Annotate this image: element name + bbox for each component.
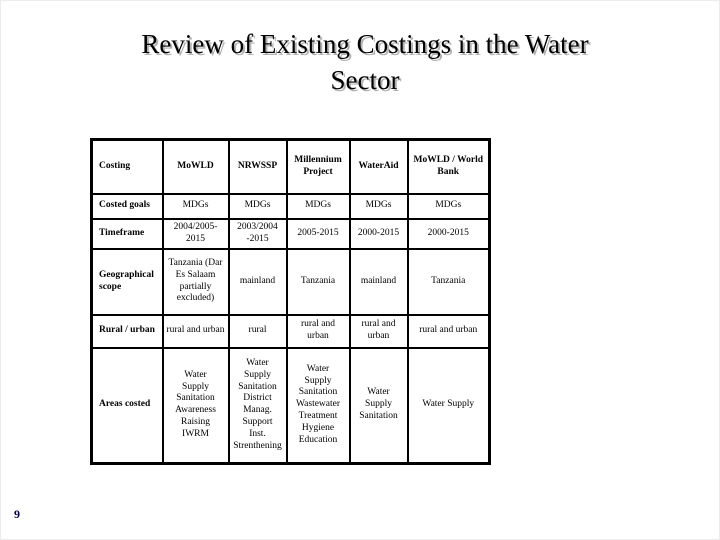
table-cell: Water Supply: [406, 346, 491, 465]
table-cell: Tanzania: [285, 247, 351, 316]
corner-header: Costing: [90, 138, 164, 195]
table-row-timeframe: Timeframe 2004/2005-2015 2003/2004 -2015…: [90, 217, 491, 250]
table-cell: MDGs: [227, 192, 288, 220]
column-header-nrwssp: NRWSSP: [227, 138, 288, 195]
table-cell: rural and urban: [285, 313, 351, 349]
table-cell: MDGs: [285, 192, 351, 220]
costings-table: Costing MoWLD NRWSSP Millennium Project …: [90, 138, 491, 465]
table-cell: Water Supply Sanitation District Manag. …: [227, 346, 288, 465]
table-row-costed-goals: Costed goals MDGs MDGs MDGs MDGs MDGs: [90, 192, 491, 220]
row-label-rural-urban: Rural / urban: [90, 313, 164, 349]
table-cell: 2000-2015: [406, 217, 491, 250]
row-label-timeframe: Timeframe: [90, 217, 164, 250]
column-header-mowld: MoWLD: [161, 138, 230, 195]
table-cell: MDGs: [406, 192, 491, 220]
table-cell: MDGs: [348, 192, 409, 220]
column-header-wateraid: WaterAid: [348, 138, 409, 195]
row-label-geographical-scope: Geographical scope: [90, 247, 164, 316]
table-cell: Water Supply Sanitation Awareness Raisin…: [161, 346, 230, 465]
table-cell: 2005-2015: [285, 217, 351, 250]
table-cell: 2004/2005-2015: [161, 217, 230, 250]
column-header-millennium-project: Millennium Project: [285, 138, 351, 195]
row-label-areas-costed: Areas costed: [90, 346, 164, 465]
table-cell: rural: [227, 313, 288, 349]
table-cell: 2000-2015: [348, 217, 409, 250]
table-row-geographical-scope: Geographical scope Tanzania (Dar Es Sala…: [90, 247, 491, 316]
table-cell: rural and urban: [161, 313, 230, 349]
table-cell: Water Supply Sanitation Wastewater Treat…: [285, 346, 351, 465]
row-label-costed-goals: Costed goals: [90, 192, 164, 220]
slide-title: Review of Existing Costings in the Water…: [141, 29, 589, 96]
table-row-areas-costed: Areas costed Water Supply Sanitation Awa…: [90, 346, 491, 465]
table-header-row: Costing MoWLD NRWSSP Millennium Project …: [90, 138, 491, 195]
page-number: 9: [14, 507, 20, 521]
table-cell: 2003/2004 -2015: [227, 217, 288, 250]
table-cell: Water Supply Sanitation: [348, 346, 409, 465]
table-cell: rural and urban: [406, 313, 491, 349]
table-row-rural-urban: Rural / urban rural and urban rural rura…: [90, 313, 491, 349]
table-cell: mainland: [227, 247, 288, 316]
table-cell: Tanzania: [406, 247, 491, 316]
table-cell: MDGs: [161, 192, 230, 220]
column-header-world-bank: MoWLD / World Bank: [406, 138, 491, 195]
table-cell: mainland: [348, 247, 409, 316]
table-cell: Tanzania (Dar Es Salaam partially exclud…: [161, 247, 230, 316]
table-cell: rural and urban: [348, 313, 409, 349]
